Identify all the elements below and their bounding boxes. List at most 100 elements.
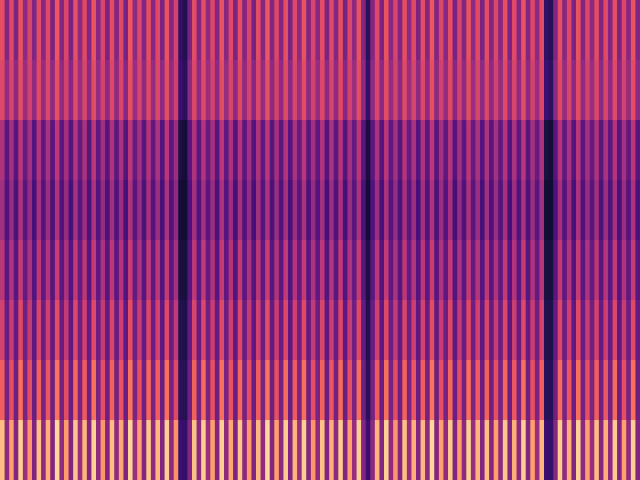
- heatmap-cell: [517, 360, 522, 421]
- heatmap-cell: [453, 420, 458, 480]
- heatmap-cell: [384, 360, 389, 421]
- heatmap-cell: [411, 60, 416, 121]
- heatmap-cell: [338, 120, 343, 181]
- heatmap-cell: [46, 300, 51, 361]
- heatmap-cell: [475, 420, 480, 480]
- heatmap-cell: [622, 300, 627, 361]
- heatmap-cell: [311, 120, 316, 181]
- heatmap-cell: [5, 0, 10, 61]
- heatmap-cell: [366, 120, 371, 181]
- heatmap-cell: [494, 60, 499, 121]
- heatmap-cell: [82, 240, 87, 301]
- heatmap-cell: [105, 180, 110, 241]
- heatmap-cell: [155, 120, 160, 181]
- heatmap-cell: [91, 120, 96, 181]
- heatmap-cell: [238, 300, 243, 361]
- heatmap-cell: [50, 240, 55, 301]
- heatmap-cell: [558, 180, 563, 241]
- heatmap-cell: [439, 420, 444, 480]
- heatmap-cell: [59, 180, 64, 241]
- heatmap-cell: [462, 300, 467, 361]
- heatmap-cell: [430, 180, 435, 241]
- heatmap-cell: [599, 180, 604, 241]
- heatmap-cell: [576, 0, 581, 61]
- heatmap-cell: [622, 180, 627, 241]
- heatmap-cell: [210, 360, 215, 421]
- heatmap-cell: [567, 120, 572, 181]
- heatmap-cell: [265, 60, 270, 121]
- heatmap-cell: [599, 300, 604, 361]
- heatmap-cell: [219, 60, 224, 121]
- heatmap-cell: [279, 120, 284, 181]
- heatmap-cell: [443, 120, 448, 181]
- heatmap-cell: [325, 360, 330, 421]
- heatmap-cell: [251, 240, 256, 301]
- heatmap-cell: [503, 180, 508, 241]
- heatmap-cell: [617, 180, 622, 241]
- heatmap-cell: [197, 300, 202, 361]
- heatmap-cell: [274, 360, 279, 421]
- heatmap-cell: [526, 360, 531, 421]
- heatmap-cell: [123, 420, 128, 480]
- heatmap-cell: [402, 420, 407, 480]
- heatmap-cell: [37, 420, 42, 480]
- heatmap-cell: [608, 420, 613, 480]
- heatmap-cell: [530, 120, 535, 181]
- heatmap-cell: [160, 240, 165, 301]
- heatmap-cell: [50, 120, 55, 181]
- heatmap-cell: [315, 0, 320, 61]
- heatmap-cell: [270, 120, 275, 181]
- heatmap-cell: [142, 180, 147, 241]
- heatmap-cell: [123, 0, 128, 61]
- heatmap-cell: [617, 120, 622, 181]
- heatmap-cell: [608, 120, 613, 181]
- heatmap-cell: [133, 300, 138, 361]
- heatmap-cell: [315, 60, 320, 121]
- heatmap-cell: [174, 60, 179, 121]
- heatmap-cell: [59, 360, 64, 421]
- heatmap-cell: [384, 420, 389, 480]
- heatmap-cell: [206, 300, 211, 361]
- heatmap-cell: [329, 180, 334, 241]
- heatmap-cell: [494, 180, 499, 241]
- heatmap-cell: [599, 240, 604, 301]
- heatmap-cell: [114, 240, 119, 301]
- heatmap-cell: [32, 0, 37, 61]
- heatmap-cell: [375, 300, 380, 361]
- heatmap-cell: [206, 0, 211, 61]
- heatmap-cell: [283, 420, 288, 480]
- heatmap-cell: [370, 360, 375, 421]
- heatmap-cell: [347, 420, 352, 480]
- heatmap-cell: [352, 0, 357, 61]
- heatmap-cell: [18, 0, 23, 61]
- heatmap-cell: [498, 120, 503, 181]
- heatmap-cell: [183, 300, 188, 361]
- heatmap-cell: [270, 0, 275, 61]
- heatmap-cell: [416, 0, 421, 61]
- heatmap-cell: [517, 120, 522, 181]
- heatmap-cell: [475, 240, 480, 301]
- heatmap-cell: [334, 420, 339, 480]
- heatmap-cell: [192, 120, 197, 181]
- heatmap-cell: [50, 360, 55, 421]
- heatmap-cell: [471, 120, 476, 181]
- heatmap-cell: [315, 240, 320, 301]
- heatmap-cell: [375, 60, 380, 121]
- heatmap-cell: [480, 0, 485, 61]
- heatmap-cell: [357, 420, 362, 480]
- heatmap-cell: [311, 420, 316, 480]
- heatmap-cell: [261, 240, 266, 301]
- heatmap-cell: [288, 240, 293, 301]
- heatmap-cell: [110, 420, 115, 480]
- heatmap-cell: [407, 0, 412, 61]
- heatmap-cell: [439, 180, 444, 241]
- heatmap-cell: [581, 60, 586, 121]
- heatmap-cell: [174, 0, 179, 61]
- heatmap-cell: [594, 360, 599, 421]
- heatmap-cell: [256, 360, 261, 421]
- heatmap-cell: [471, 0, 476, 61]
- heatmap-cell: [110, 0, 115, 61]
- heatmap-cell: [224, 360, 229, 421]
- heatmap-cell: [37, 0, 42, 61]
- heatmap-cell: [192, 300, 197, 361]
